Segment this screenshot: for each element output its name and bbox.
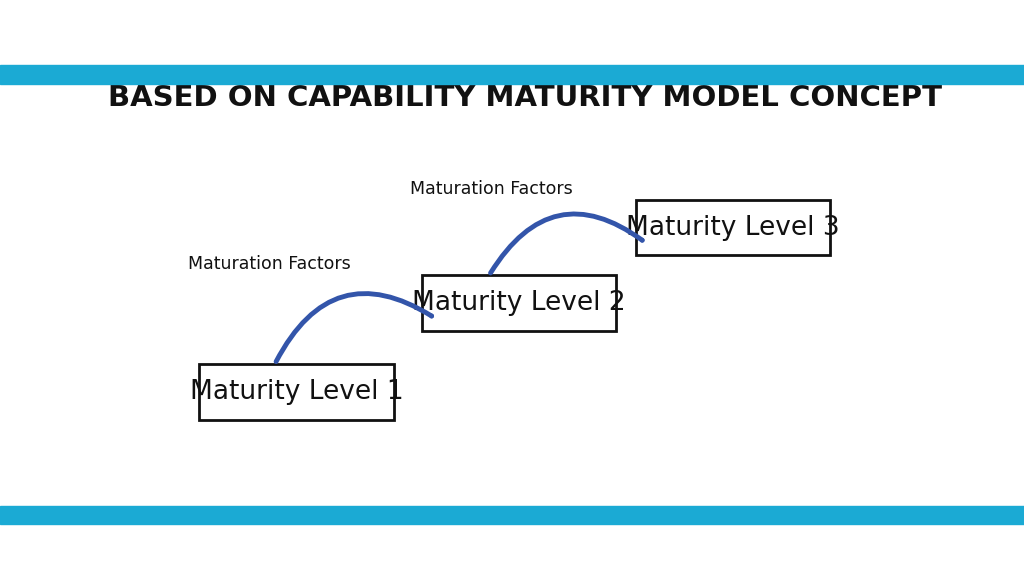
FancyBboxPatch shape <box>200 364 394 419</box>
Text: BASED ON CAPABILITY MATURITY MODEL CONCEPT: BASED ON CAPABILITY MATURITY MODEL CONCE… <box>108 84 942 112</box>
Text: Maturation Factors: Maturation Factors <box>410 180 572 198</box>
FancyBboxPatch shape <box>636 200 830 255</box>
FancyArrowPatch shape <box>490 214 642 273</box>
Text: Maturity Level 3: Maturity Level 3 <box>627 215 840 241</box>
Text: Maturation Factors: Maturation Factors <box>187 255 350 273</box>
FancyArrowPatch shape <box>276 294 432 362</box>
Text: Maturity Level 2: Maturity Level 2 <box>412 290 626 316</box>
Text: Maturity Level 1: Maturity Level 1 <box>189 379 403 405</box>
FancyBboxPatch shape <box>422 275 616 331</box>
